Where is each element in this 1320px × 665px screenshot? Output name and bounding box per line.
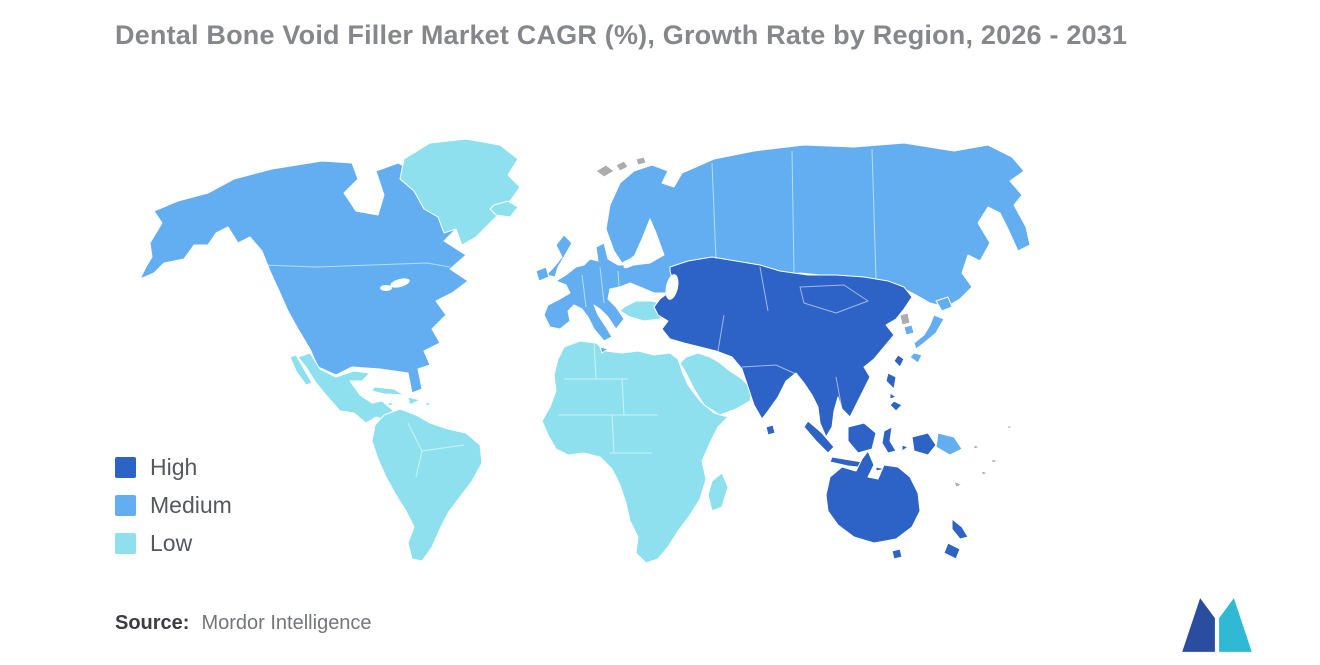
world-map	[139, 138, 1031, 564]
island-hispaniola	[407, 396, 421, 406]
region-iceland	[489, 200, 519, 218]
island-mindanao	[889, 400, 903, 412]
island-sulawesi	[881, 426, 897, 454]
island-honshu	[913, 314, 945, 350]
island-pacific	[1007, 424, 1013, 430]
island-new-guinea-east	[935, 432, 963, 456]
source-value: Mordor Intelligence	[201, 612, 372, 634]
island-franz-josef	[635, 156, 647, 166]
island-pacific	[973, 444, 981, 450]
region-africa	[541, 340, 729, 564]
island-borneo	[847, 422, 877, 454]
island-tasmania	[891, 548, 903, 560]
region-europe-russia	[543, 142, 1031, 342]
island-fiji	[981, 470, 989, 476]
chart-title: Dental Bone Void Filler Market CAGR (%),…	[115, 20, 1128, 50]
island-jamaica	[387, 401, 396, 407]
sea-overlays	[380, 249, 679, 300]
logo-left-shape	[1182, 598, 1215, 652]
country-borders	[261, 148, 877, 478]
region-south-america	[371, 408, 483, 562]
island-sicily	[599, 346, 609, 354]
island-sri-lanka	[765, 424, 776, 436]
island-hokkaido	[935, 296, 953, 312]
island-new-zealand-south	[943, 542, 961, 560]
island-new-guinea-west	[911, 432, 937, 456]
logo-right-shape	[1219, 598, 1252, 652]
caspian-sea	[665, 274, 679, 300]
island-svalbard	[615, 160, 629, 172]
island-moluccas	[901, 444, 909, 452]
island-new-zealand-north	[951, 518, 969, 540]
legend-swatch-medium	[115, 494, 136, 516]
mordor-intelligence-logo	[1182, 598, 1252, 652]
island-svalbard	[595, 164, 615, 178]
region-south-korea	[903, 324, 915, 336]
legend-item-medium: Medium	[115, 486, 232, 524]
island-lesser-sunda	[875, 466, 887, 472]
island-ireland	[535, 266, 550, 282]
legend-label-low: Low	[150, 529, 193, 556]
source-label: Source:	[115, 612, 190, 634]
island-visayas	[889, 392, 897, 400]
region-north-korea	[899, 312, 911, 326]
source-line: Source: Mordor Intelligence	[115, 612, 372, 635]
region-north-america	[139, 160, 469, 394]
great-lakes	[390, 278, 410, 288]
baltic-sea	[623, 249, 649, 269]
region-middle-east	[679, 352, 753, 416]
region-australia	[825, 450, 921, 544]
region-baja-california	[289, 354, 313, 386]
island-luzon	[885, 372, 897, 390]
legend-item-high: High	[115, 448, 232, 486]
island-taiwan	[893, 354, 905, 368]
legend-swatch-low	[115, 532, 136, 554]
legend: High Medium Low	[115, 448, 232, 562]
island-kyushu	[909, 352, 923, 364]
island-new-caledonia	[953, 480, 963, 488]
legend-swatch-high	[115, 456, 136, 478]
island-sumatra	[803, 420, 835, 454]
legend-label-high: High	[150, 453, 198, 480]
island-puerto-rico	[425, 401, 433, 407]
legend-label-medium: Medium	[150, 491, 232, 518]
black-sea	[617, 289, 643, 299]
island-great-britain	[545, 234, 573, 278]
island-madagascar	[707, 472, 729, 512]
great-lakes	[380, 285, 392, 291]
island-cuba	[371, 386, 405, 396]
region-greenland	[399, 138, 521, 246]
region-asia	[653, 256, 913, 438]
legend-item-low: Low	[115, 524, 232, 562]
island-pacific	[991, 458, 999, 464]
